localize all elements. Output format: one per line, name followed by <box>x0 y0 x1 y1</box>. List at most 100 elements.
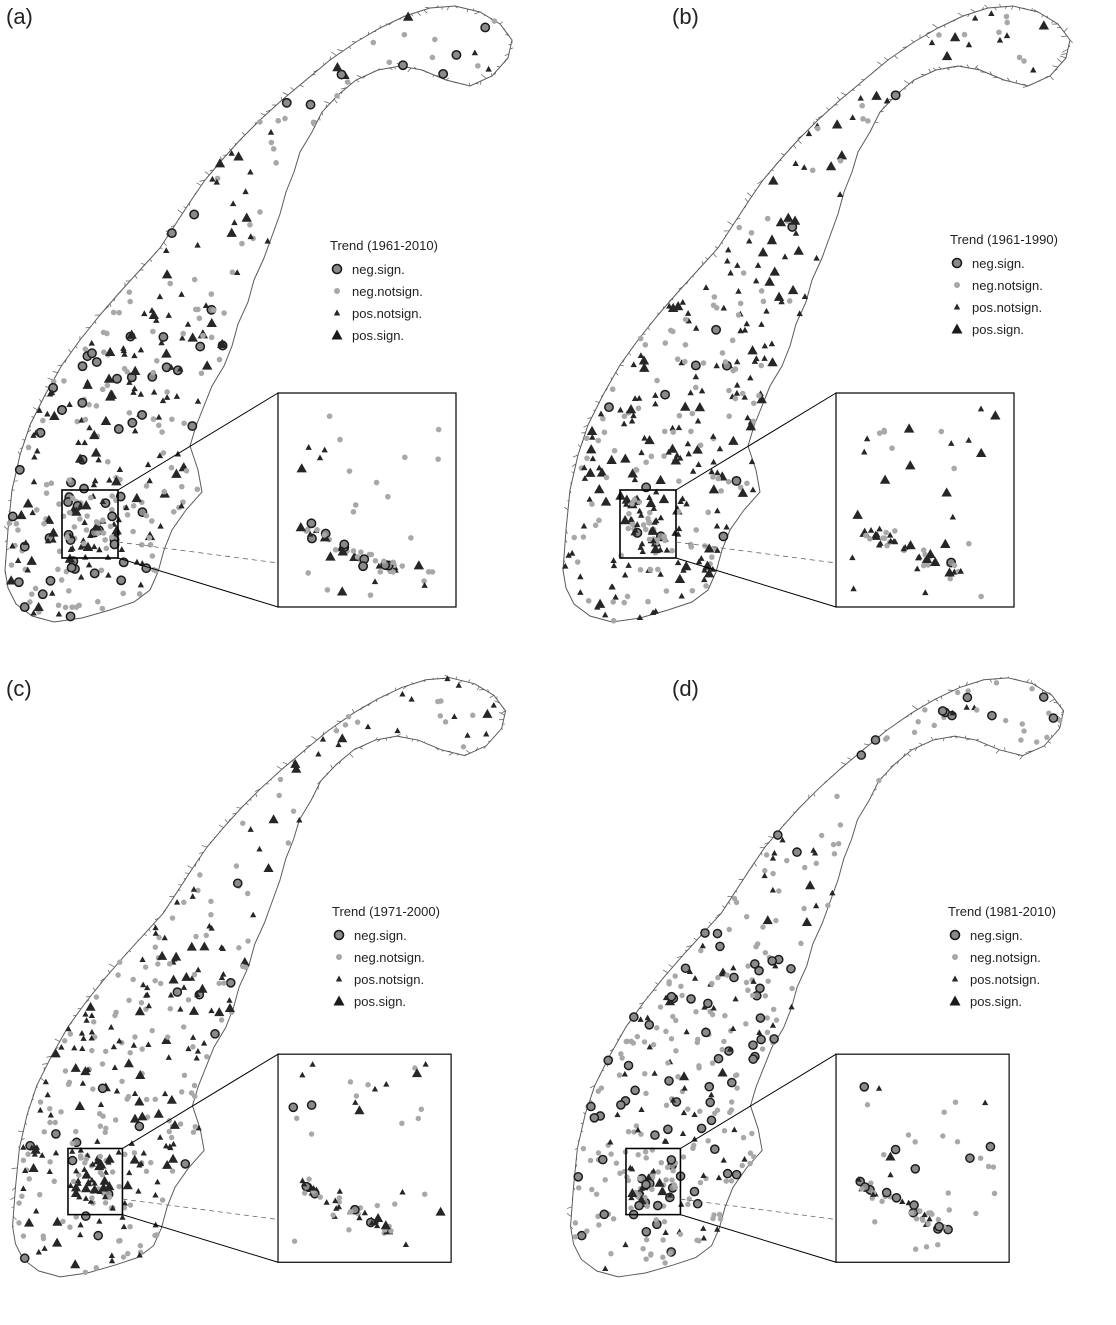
station-neg-notsign <box>868 1180 874 1186</box>
station-pos-notsign <box>71 1044 78 1051</box>
station-pos-notsign <box>81 1166 88 1172</box>
station-neg-notsign <box>156 934 162 941</box>
station-neg-sign <box>1048 713 1059 723</box>
station-pos-sign <box>168 1153 179 1163</box>
station-neg-notsign <box>347 1209 354 1215</box>
station-neg-notsign <box>879 1198 885 1204</box>
legend-item-neg-notsign: neg.notsign. <box>332 946 440 968</box>
station-neg-notsign <box>99 1172 106 1178</box>
station-pos-notsign <box>730 964 737 971</box>
station-pos-sign <box>941 487 952 497</box>
station-neg-notsign <box>372 558 379 564</box>
station-pos-notsign <box>81 519 88 525</box>
station-neg-notsign <box>143 483 150 489</box>
station-pos-notsign <box>726 1045 734 1052</box>
station-neg-notsign <box>170 509 177 515</box>
station-pos-notsign <box>374 1222 381 1229</box>
station-neg-notsign <box>740 1134 747 1141</box>
station-neg-notsign <box>647 566 654 573</box>
station-pos-notsign <box>30 478 38 485</box>
station-pos-notsign <box>371 578 379 585</box>
station-pos-sign <box>188 1005 200 1015</box>
station-pos-notsign <box>692 324 700 331</box>
station-pos-notsign <box>714 1226 721 1232</box>
station-pos-notsign <box>226 997 233 1003</box>
study-area-box <box>619 489 677 559</box>
station-pos-sign <box>678 1071 690 1081</box>
station-neg-sign <box>166 228 177 239</box>
station-neg-notsign <box>666 981 672 987</box>
station-pos-sign <box>206 317 217 328</box>
station-pos-notsign <box>631 395 639 401</box>
station-neg-notsign <box>181 1024 187 1030</box>
station-pos-notsign <box>887 537 894 544</box>
station-pos-notsign <box>630 412 637 419</box>
station-neg-notsign <box>181 420 187 427</box>
station-pos-notsign <box>680 1109 688 1116</box>
station-pos-notsign <box>996 36 1004 43</box>
legend-item-neg-notsign: neg.notsign. <box>330 280 438 302</box>
station-pos-notsign <box>37 1106 44 1113</box>
station-pos-notsign <box>580 522 588 529</box>
station-pos-notsign <box>657 571 664 577</box>
station-neg-notsign <box>117 959 123 965</box>
station-pos-sign <box>976 447 987 458</box>
station-neg-sign <box>63 497 73 508</box>
station-neg-notsign <box>102 1200 109 1206</box>
station-neg-notsign <box>103 545 110 552</box>
station-pos-notsign <box>977 405 985 412</box>
station-neg-notsign <box>961 31 968 38</box>
station-pos-notsign <box>788 1003 795 1010</box>
station-pos-notsign <box>156 293 164 300</box>
station-pos-sign <box>606 454 617 465</box>
legend-label: pos.notsign. <box>354 971 425 987</box>
station-pos-notsign <box>741 1155 748 1162</box>
station-neg-notsign <box>58 1109 64 1115</box>
station-neg-notsign <box>911 729 918 736</box>
station-neg-notsign <box>619 1055 625 1061</box>
station-pos-notsign <box>408 696 415 702</box>
station-neg-notsign <box>276 792 282 799</box>
station-pos-notsign <box>194 241 201 248</box>
station-neg-notsign <box>667 1250 673 1256</box>
station-neg-notsign <box>25 1151 31 1157</box>
station-neg-sign <box>45 575 56 586</box>
station-pos-sign <box>70 1259 81 1269</box>
station-pos-notsign <box>792 229 800 236</box>
station-neg-notsign <box>611 447 618 454</box>
station-neg-notsign <box>700 360 707 366</box>
station-neg-sign <box>644 1019 655 1030</box>
station-pos-sign <box>737 487 749 497</box>
station-neg-notsign <box>624 1174 630 1180</box>
station-neg-notsign <box>130 976 136 983</box>
station-neg-notsign <box>692 384 699 391</box>
station-neg-notsign <box>50 378 57 385</box>
station-pos-notsign <box>421 582 428 588</box>
station-neg-notsign <box>70 495 76 502</box>
station-neg-sign <box>748 1040 758 1050</box>
station-neg-notsign <box>164 1034 171 1040</box>
station-neg-sign <box>80 1211 91 1221</box>
station-neg-notsign <box>765 978 771 984</box>
station-neg-notsign <box>667 327 674 334</box>
station-pos-notsign <box>756 1029 763 1035</box>
zoom-connector-line <box>122 1214 279 1263</box>
station-pos-sign <box>104 1181 115 1191</box>
station-neg-notsign <box>438 698 444 704</box>
station-neg-notsign <box>580 534 587 540</box>
station-neg-notsign <box>190 1129 197 1135</box>
station-neg-notsign <box>93 403 100 409</box>
station-neg-notsign <box>584 1228 590 1234</box>
station-neg-sign <box>51 1129 61 1139</box>
station-neg-sign <box>180 1159 191 1169</box>
station-neg-notsign <box>726 387 732 394</box>
neg-notsign-symbol <box>952 954 958 960</box>
station-pos-sign <box>43 514 55 524</box>
station-pos-sign <box>762 915 773 925</box>
station-neg-notsign <box>67 1031 74 1037</box>
station-neg-notsign <box>317 1194 323 1200</box>
station-pos-notsign <box>422 1060 429 1067</box>
station-neg-notsign <box>762 949 769 956</box>
station-neg-notsign <box>756 392 762 399</box>
station-pos-notsign <box>813 902 820 909</box>
